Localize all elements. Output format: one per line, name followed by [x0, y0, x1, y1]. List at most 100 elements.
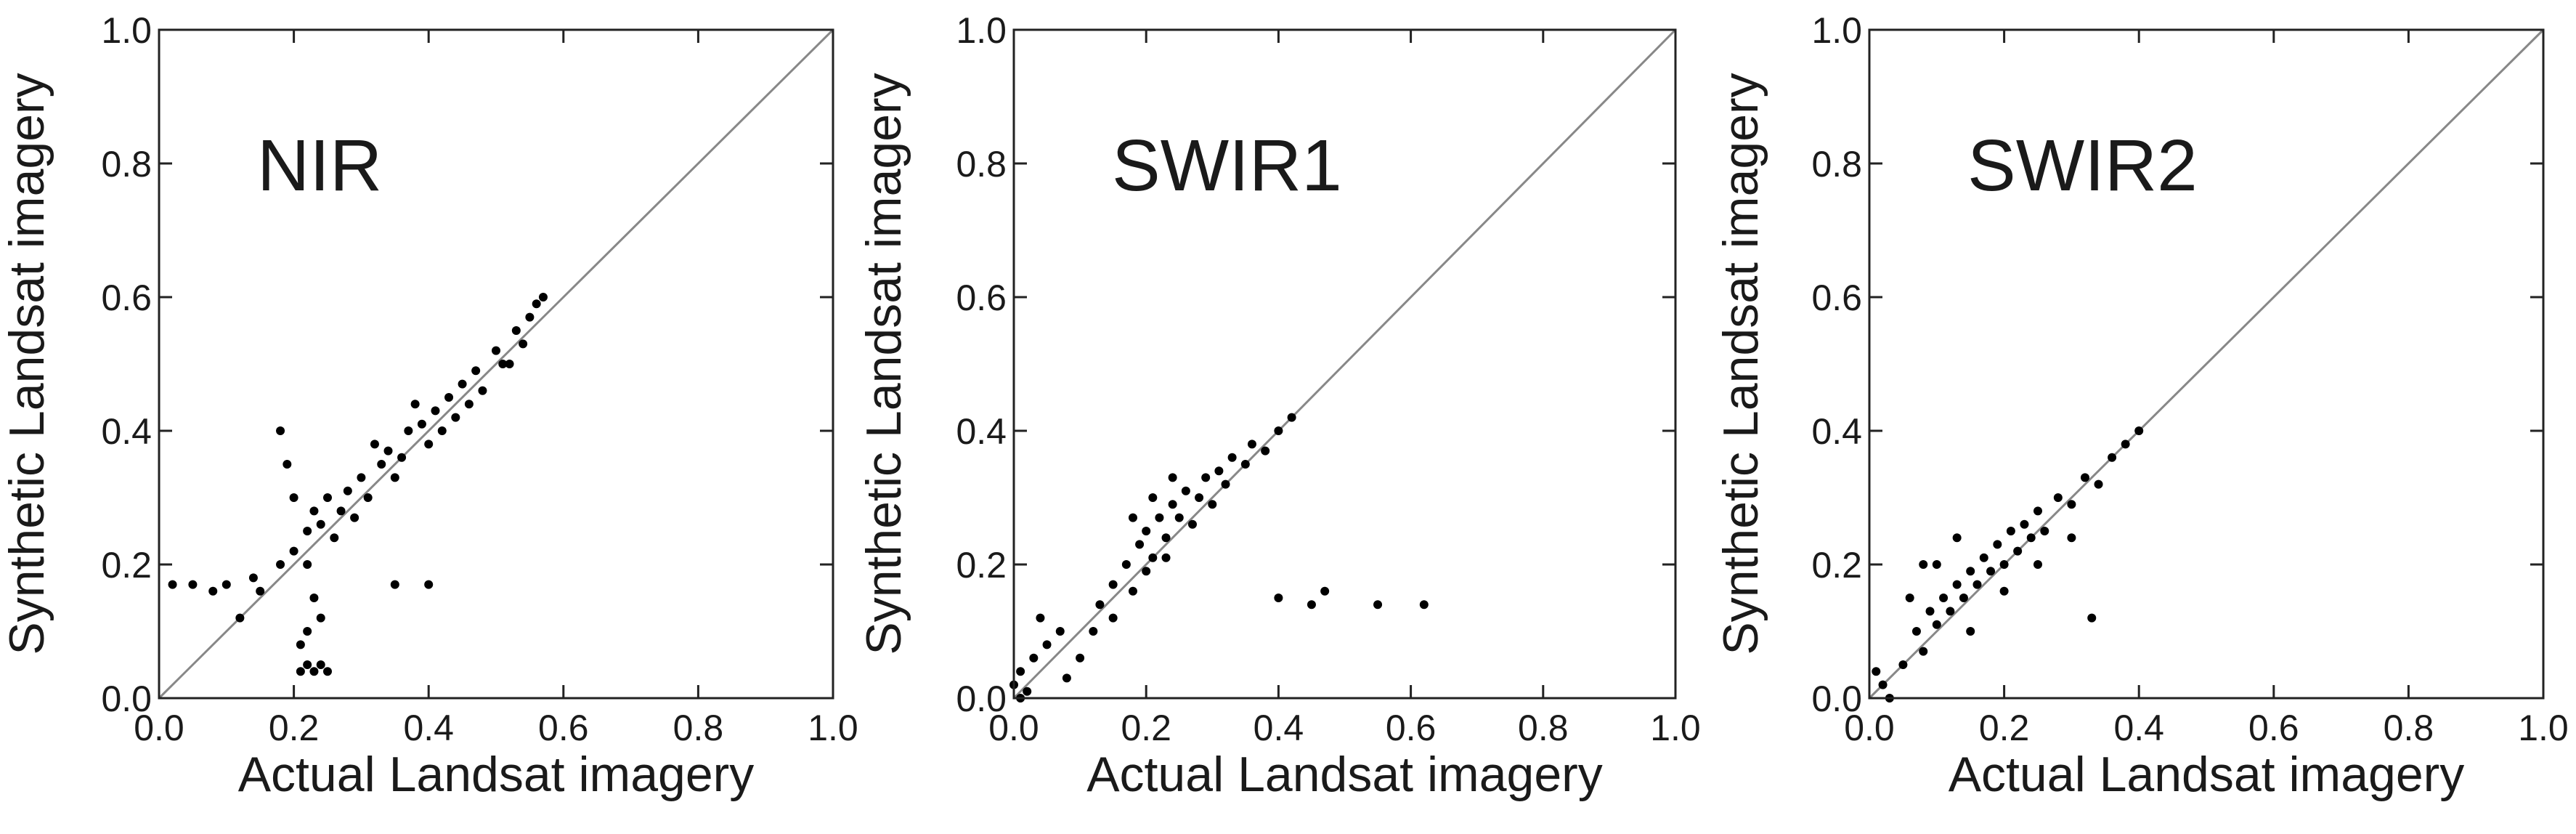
y-tick-label: 0.4: [1811, 411, 1862, 452]
point: [1898, 660, 1908, 669]
panel-annotation: SWIR2: [1967, 125, 2198, 206]
point: [1042, 640, 1052, 649]
point: [1036, 613, 1045, 623]
point: [2121, 440, 2130, 449]
x-tick-label: 0.8: [1518, 708, 1569, 748]
x-tick-label: 0.8: [673, 708, 724, 748]
point: [390, 580, 399, 589]
y-axis-label: Synthetic Landsat imagery: [856, 73, 911, 655]
x-tick-label: 0.2: [1979, 708, 2030, 748]
point: [336, 506, 346, 516]
y-axis-label: Synthetic Landsat imagery: [1713, 73, 1768, 655]
point: [525, 312, 535, 322]
point: [1029, 653, 1039, 663]
y-tick-label: 0.8: [1811, 144, 1862, 185]
y-tick-label: 0.4: [956, 411, 1007, 452]
point: [1307, 600, 1316, 610]
point: [397, 453, 407, 462]
point: [1168, 473, 1177, 482]
point: [1108, 613, 1118, 623]
point: [208, 586, 218, 596]
point: [276, 560, 285, 569]
point: [2067, 500, 2076, 509]
point: [1055, 627, 1065, 636]
y-tick-label: 0.2: [101, 545, 152, 586]
point: [1227, 453, 1237, 462]
x-tick-label: 0.4: [1254, 708, 1304, 748]
y-tick-label: 0.0: [101, 679, 152, 719]
point: [2020, 519, 2029, 529]
x-tick-label: 0.8: [2384, 708, 2434, 748]
point: [1148, 493, 1158, 502]
point: [303, 560, 312, 569]
x-tick-label: 0.0: [988, 708, 1039, 748]
point: [1208, 500, 1217, 509]
point: [343, 486, 352, 495]
y-tick-label: 0.8: [101, 144, 152, 185]
point: [1161, 553, 1171, 562]
point: [1240, 460, 1250, 469]
x-tick-label: 0.6: [2248, 708, 2299, 748]
y-tick-label: 1.0: [956, 10, 1007, 51]
y-tick-label: 0.4: [101, 411, 152, 452]
plot-frame: [1012, 28, 1677, 700]
y-tick-label: 1.0: [101, 10, 152, 51]
point: [417, 419, 426, 429]
point: [323, 667, 332, 676]
point: [168, 580, 177, 589]
point: [1993, 540, 2002, 549]
y-tick-label: 0.8: [956, 144, 1007, 185]
point: [1925, 607, 1935, 616]
point: [2033, 560, 2042, 569]
point: [248, 573, 258, 583]
point: [357, 473, 366, 482]
point: [1023, 687, 1032, 696]
y-tick-label: 0.2: [1811, 545, 1862, 586]
point: [1142, 527, 1151, 535]
point: [1932, 560, 1941, 569]
point: [2006, 527, 2015, 535]
point: [498, 360, 508, 368]
point: [316, 660, 325, 669]
x-axis-label: Actual Landsat imagery: [238, 747, 755, 802]
point: [424, 580, 434, 589]
panel-annotation: NIR: [257, 125, 382, 206]
x-tick-label: 0.0: [134, 708, 184, 748]
point: [1972, 580, 1982, 589]
panel: 0.0 0.2 0.4 0.6 0.8 1.0 0.0 0.2 0.4 0.6 0.8 1.0 Actu…: [856, 10, 1701, 802]
point: [296, 667, 305, 676]
point: [532, 299, 541, 309]
point: [1959, 594, 1968, 602]
point: [283, 460, 292, 469]
point: [1247, 440, 1256, 449]
point: [464, 400, 474, 409]
y-axis-label: Synthetic Landsat imagery: [0, 73, 54, 655]
point: [1062, 673, 1071, 683]
point: [1919, 647, 1928, 656]
point: [2053, 493, 2063, 502]
point: [1287, 413, 1296, 422]
point: [303, 660, 312, 669]
point: [1181, 486, 1190, 495]
x-tick-label: 1.0: [2518, 708, 2569, 748]
panel-annotation: SWIR1: [1112, 125, 1342, 206]
point: [1108, 580, 1118, 589]
point: [2080, 473, 2089, 482]
point: [1979, 553, 1988, 562]
x-tick-label: 0.4: [403, 708, 454, 748]
point: [309, 594, 319, 602]
point: [1905, 594, 1914, 602]
point: [1373, 600, 1383, 610]
x-tick-label: 0.6: [1386, 708, 1437, 748]
x-tick-label: 0.4: [2113, 708, 2164, 748]
point: [1201, 473, 1211, 482]
point: [424, 440, 434, 449]
point: [404, 426, 413, 435]
x-tick-label: 0.2: [269, 708, 320, 748]
x-axis-label: Actual Landsat imagery: [1949, 747, 2465, 802]
point: [538, 293, 548, 301]
point: [1872, 667, 1881, 676]
one-to-one-line: [1012, 28, 1677, 700]
point: [235, 613, 245, 623]
one-to-one-line: [158, 28, 834, 700]
